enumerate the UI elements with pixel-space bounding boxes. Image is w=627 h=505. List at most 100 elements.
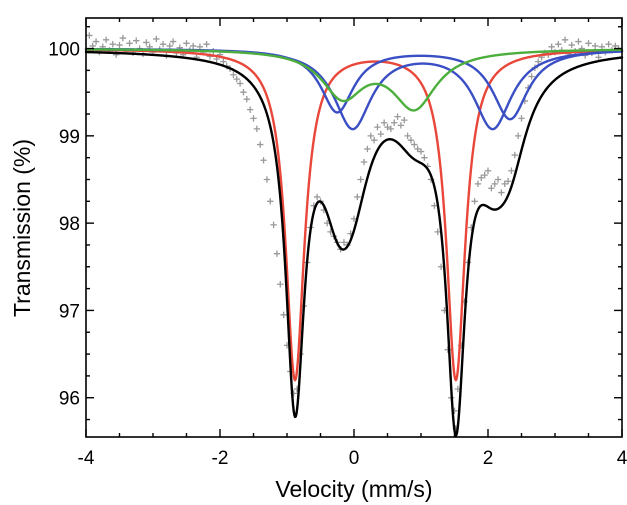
data-point-5 bbox=[102, 36, 110, 44]
data-point-133 bbox=[528, 73, 535, 80]
fit-curves bbox=[84, 47, 624, 437]
data-point-99 bbox=[417, 148, 425, 155]
data-point-14 bbox=[133, 37, 140, 44]
data-point-89 bbox=[384, 123, 391, 131]
data-point-139 bbox=[548, 43, 555, 51]
data-point-104 bbox=[434, 228, 441, 236]
data-point-9 bbox=[116, 41, 123, 49]
data-point-68 bbox=[313, 193, 321, 201]
data-point-50 bbox=[253, 125, 261, 133]
data-point-44 bbox=[233, 75, 240, 83]
data-point-51 bbox=[257, 141, 264, 148]
data-point-97 bbox=[411, 141, 418, 148]
component-curve-3 bbox=[84, 48, 624, 112]
component-curve-0 bbox=[84, 48, 624, 382]
x-tick-label-3: 2 bbox=[483, 448, 494, 469]
x-tick-label-1: -2 bbox=[212, 448, 229, 469]
data-point-43 bbox=[230, 71, 237, 78]
data-point-56 bbox=[273, 250, 281, 257]
data-point-31 bbox=[190, 42, 197, 50]
data-point-47 bbox=[243, 95, 250, 103]
data-point-152 bbox=[592, 42, 599, 50]
data-point-29 bbox=[183, 40, 190, 47]
data-point-130 bbox=[518, 115, 525, 122]
data-point-147 bbox=[575, 38, 582, 45]
data-point-86 bbox=[374, 123, 381, 131]
data-point-84 bbox=[367, 132, 374, 140]
data-point-127 bbox=[508, 167, 515, 174]
data-point-121 bbox=[488, 185, 495, 192]
data-point-52 bbox=[260, 157, 267, 164]
total-fit-curve bbox=[84, 50, 624, 437]
y-axis-title: Transmission (%) bbox=[9, 139, 35, 317]
x-tick-label-4: 4 bbox=[617, 448, 627, 469]
data-point-83 bbox=[364, 145, 371, 153]
data-point-58 bbox=[280, 311, 287, 318]
data-point-117 bbox=[474, 180, 482, 188]
data-point-90 bbox=[387, 125, 395, 133]
data-point-122 bbox=[491, 180, 498, 188]
data-point-141 bbox=[555, 40, 562, 48]
data-point-10 bbox=[119, 34, 127, 42]
x-axis-title: Velocity (mm/s) bbox=[275, 476, 432, 502]
data-point-98 bbox=[414, 145, 421, 153]
data-point-135 bbox=[535, 58, 542, 65]
y-tick-label-3: 99 bbox=[59, 127, 80, 148]
data-point-116 bbox=[471, 198, 478, 205]
data-point-123 bbox=[494, 176, 502, 183]
data-point-12 bbox=[126, 40, 133, 47]
data-point-126 bbox=[504, 178, 512, 185]
data-point-128 bbox=[511, 151, 518, 159]
data-point-150 bbox=[585, 40, 592, 47]
data-point-153 bbox=[595, 54, 602, 61]
data-point-55 bbox=[270, 221, 277, 229]
data-point-46 bbox=[240, 88, 247, 96]
data-point-82 bbox=[360, 158, 368, 166]
x-tick-label-2: 0 bbox=[349, 448, 360, 469]
data-point-0 bbox=[86, 32, 93, 39]
data-point-49 bbox=[250, 115, 257, 122]
data-point-125 bbox=[501, 180, 508, 188]
y-tick-label-2: 98 bbox=[59, 214, 80, 235]
data-point-57 bbox=[277, 281, 284, 288]
data-point-92 bbox=[394, 113, 401, 120]
y-tick-label-4: 100 bbox=[48, 40, 80, 61]
data-point-124 bbox=[498, 189, 505, 196]
data-point-145 bbox=[568, 41, 575, 49]
data-point-93 bbox=[397, 122, 405, 129]
data-point-91 bbox=[391, 119, 398, 126]
data-point-95 bbox=[404, 132, 411, 140]
data-point-48 bbox=[246, 106, 254, 113]
data-point-17 bbox=[143, 39, 150, 46]
axis-ticks: -4 -2 0 2 4 96 97 98 99 100 bbox=[48, 18, 627, 469]
data-point-85 bbox=[370, 137, 378, 144]
data-point-103 bbox=[431, 202, 438, 209]
data-point-88 bbox=[380, 119, 388, 126]
data-point-7 bbox=[109, 40, 116, 48]
y-tick-label-0: 96 bbox=[59, 389, 80, 410]
data-point-129 bbox=[514, 132, 522, 140]
data-point-96 bbox=[407, 137, 415, 144]
data-point-45 bbox=[236, 80, 244, 87]
data-point-22 bbox=[159, 40, 167, 48]
data-point-25 bbox=[169, 38, 177, 45]
data-point-143 bbox=[561, 36, 569, 44]
data-point-80 bbox=[354, 193, 361, 201]
data-point-35 bbox=[203, 40, 210, 48]
data-point-120 bbox=[484, 167, 492, 174]
data-point-20 bbox=[153, 35, 160, 43]
data-point-118 bbox=[478, 174, 485, 181]
y-tick-label-1: 97 bbox=[59, 301, 80, 322]
data-point-81 bbox=[357, 176, 364, 183]
data-point-53 bbox=[263, 176, 271, 183]
data-point-119 bbox=[481, 171, 488, 179]
data-point-156 bbox=[605, 40, 612, 48]
data-point-24 bbox=[166, 42, 173, 50]
data-point-100 bbox=[421, 154, 428, 161]
x-tick-label-0: -4 bbox=[78, 448, 95, 469]
data-point-76 bbox=[340, 239, 348, 246]
data-point-94 bbox=[401, 116, 408, 124]
data-point-2 bbox=[92, 38, 100, 45]
data-point-54 bbox=[267, 198, 274, 205]
